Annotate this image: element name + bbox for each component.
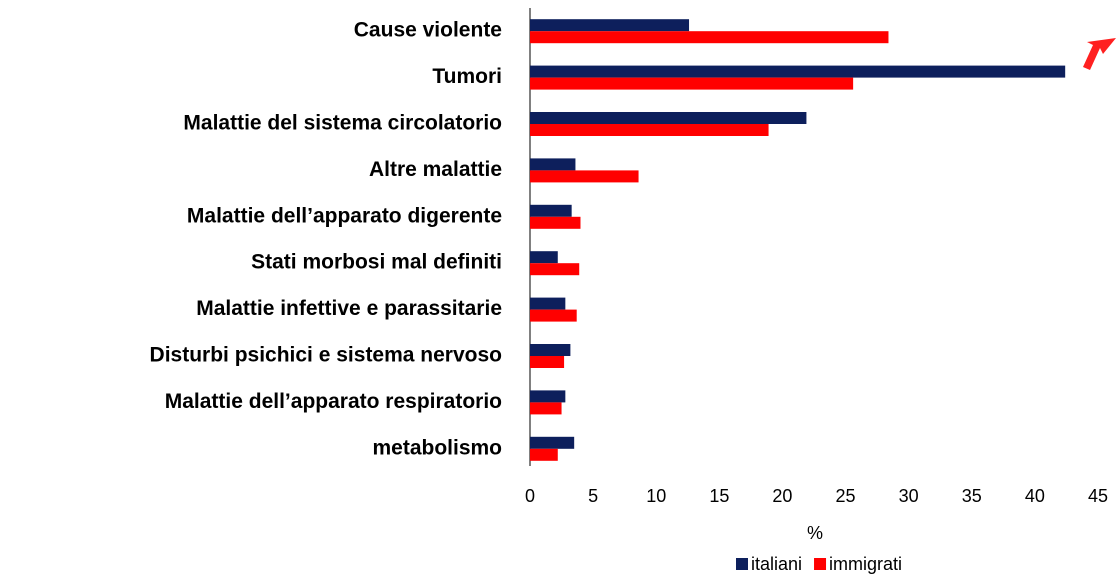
y-tick-label: Tumori [432,65,502,88]
y-tick-label: metabolismo [372,436,502,459]
bar [530,309,577,322]
bar [530,344,571,356]
bar [530,356,565,368]
legend-swatch [736,558,748,570]
x-tick-label: 20 [772,486,792,506]
x-tick-label: 25 [836,486,856,506]
bar [530,158,576,171]
y-tick-label: Malattie infettive e parassitarie [196,297,502,320]
x-tick-label: 45 [1088,486,1108,506]
x-tick-label: 5 [588,486,598,506]
y-tick-label: Disturbi psichici e sistema nervoso [150,344,502,367]
bar [530,436,575,449]
y-tick-label: Stati morbosi mal definiti [251,251,502,274]
bar [530,112,807,124]
bar [530,77,854,90]
bar [530,204,572,217]
x-tick-label: 10 [646,486,666,506]
y-tick-label: Altre malattie [369,158,502,181]
bar [530,297,566,310]
bar [530,216,581,229]
bar [530,31,889,44]
legend-swatch [814,558,827,570]
x-tick-label: 40 [1025,486,1045,506]
legend-label: italiani [751,554,802,574]
bar [530,170,639,183]
bar [530,251,558,264]
legend-label: immigrati [829,554,902,574]
bar [530,19,690,32]
y-tick-label: Malattie del sistema circolatorio [183,112,502,135]
bar [530,65,1066,78]
bar [530,402,562,415]
x-tick-label: 0 [525,486,535,506]
bar [530,390,566,403]
bar [530,448,558,461]
y-tick-label: Malattie dell’apparato respiratorio [165,390,502,413]
x-tick-label: 35 [962,486,982,506]
annotation-arrow [1083,38,1116,70]
x-axis-label: % [807,523,823,543]
y-tick-label: Cause violente [354,19,502,42]
x-tick-label: 15 [709,486,729,506]
bar [530,124,769,136]
x-tick-label: 30 [899,486,919,506]
bar [530,263,580,276]
y-tick-label: Malattie dell’apparato digerente [187,204,502,227]
